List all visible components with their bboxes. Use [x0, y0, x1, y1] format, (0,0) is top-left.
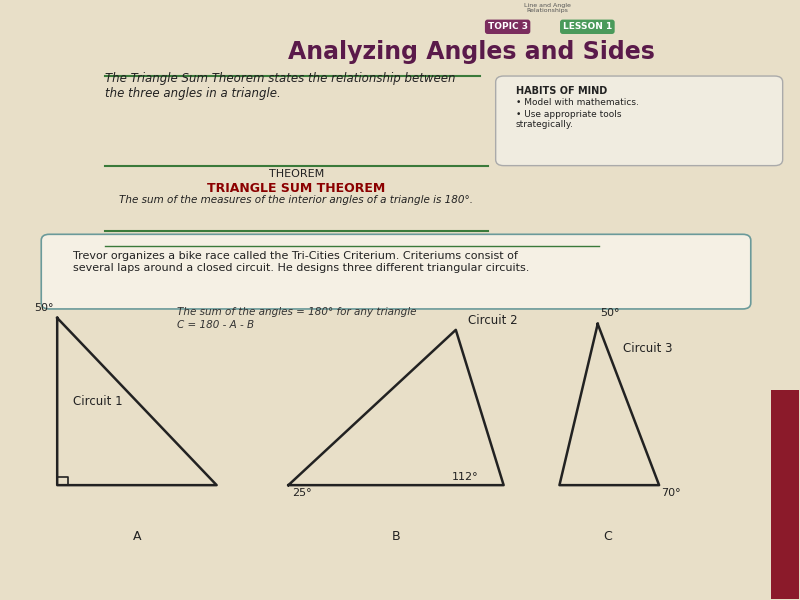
Text: Circuit 2: Circuit 2: [468, 314, 518, 327]
Text: A: A: [133, 530, 141, 543]
Text: C = 180 - A - B: C = 180 - A - B: [177, 320, 254, 330]
Text: 112°: 112°: [452, 472, 478, 482]
Text: Circuit 3: Circuit 3: [623, 342, 673, 355]
Text: The sum of the angles = 180° for any triangle: The sum of the angles = 180° for any tri…: [177, 307, 416, 317]
Text: The sum of the measures of the interior angles of a triangle is 180°.: The sum of the measures of the interior …: [119, 196, 474, 205]
Text: 70°: 70°: [662, 488, 681, 498]
Text: TRIANGLE SUM THEOREM: TRIANGLE SUM THEOREM: [207, 182, 386, 195]
Text: THEOREM: THEOREM: [269, 169, 324, 179]
Text: Line and Angle
Relationships: Line and Angle Relationships: [524, 2, 571, 13]
Text: 50°: 50°: [600, 308, 620, 318]
Text: LESSON 1: LESSON 1: [562, 22, 612, 31]
Text: TOP: TOP: [780, 488, 789, 506]
Text: Analyzing Angles and Sides: Analyzing Angles and Sides: [288, 40, 655, 64]
FancyBboxPatch shape: [496, 76, 782, 166]
Text: The Triangle Sum Theorem states the relationship between
the three angles in a t: The Triangle Sum Theorem states the rela…: [105, 72, 455, 100]
Text: B: B: [392, 530, 400, 543]
Text: 25°: 25°: [292, 488, 312, 498]
Text: • Model with mathematics.: • Model with mathematics.: [515, 98, 638, 107]
Text: C: C: [603, 530, 612, 543]
Text: • Use appropriate tools
strategically.: • Use appropriate tools strategically.: [515, 110, 621, 130]
Text: Trevor organizes a bike race called the Tri-Cities Criterium. Criteriums consist: Trevor organizes a bike race called the …: [73, 251, 530, 272]
Text: TOPIC 3: TOPIC 3: [488, 22, 528, 31]
FancyBboxPatch shape: [42, 235, 750, 309]
FancyBboxPatch shape: [770, 389, 798, 599]
Text: 50°: 50°: [34, 303, 54, 313]
Text: HABITS OF MIND: HABITS OF MIND: [515, 86, 607, 96]
Text: Circuit 1: Circuit 1: [73, 395, 122, 408]
